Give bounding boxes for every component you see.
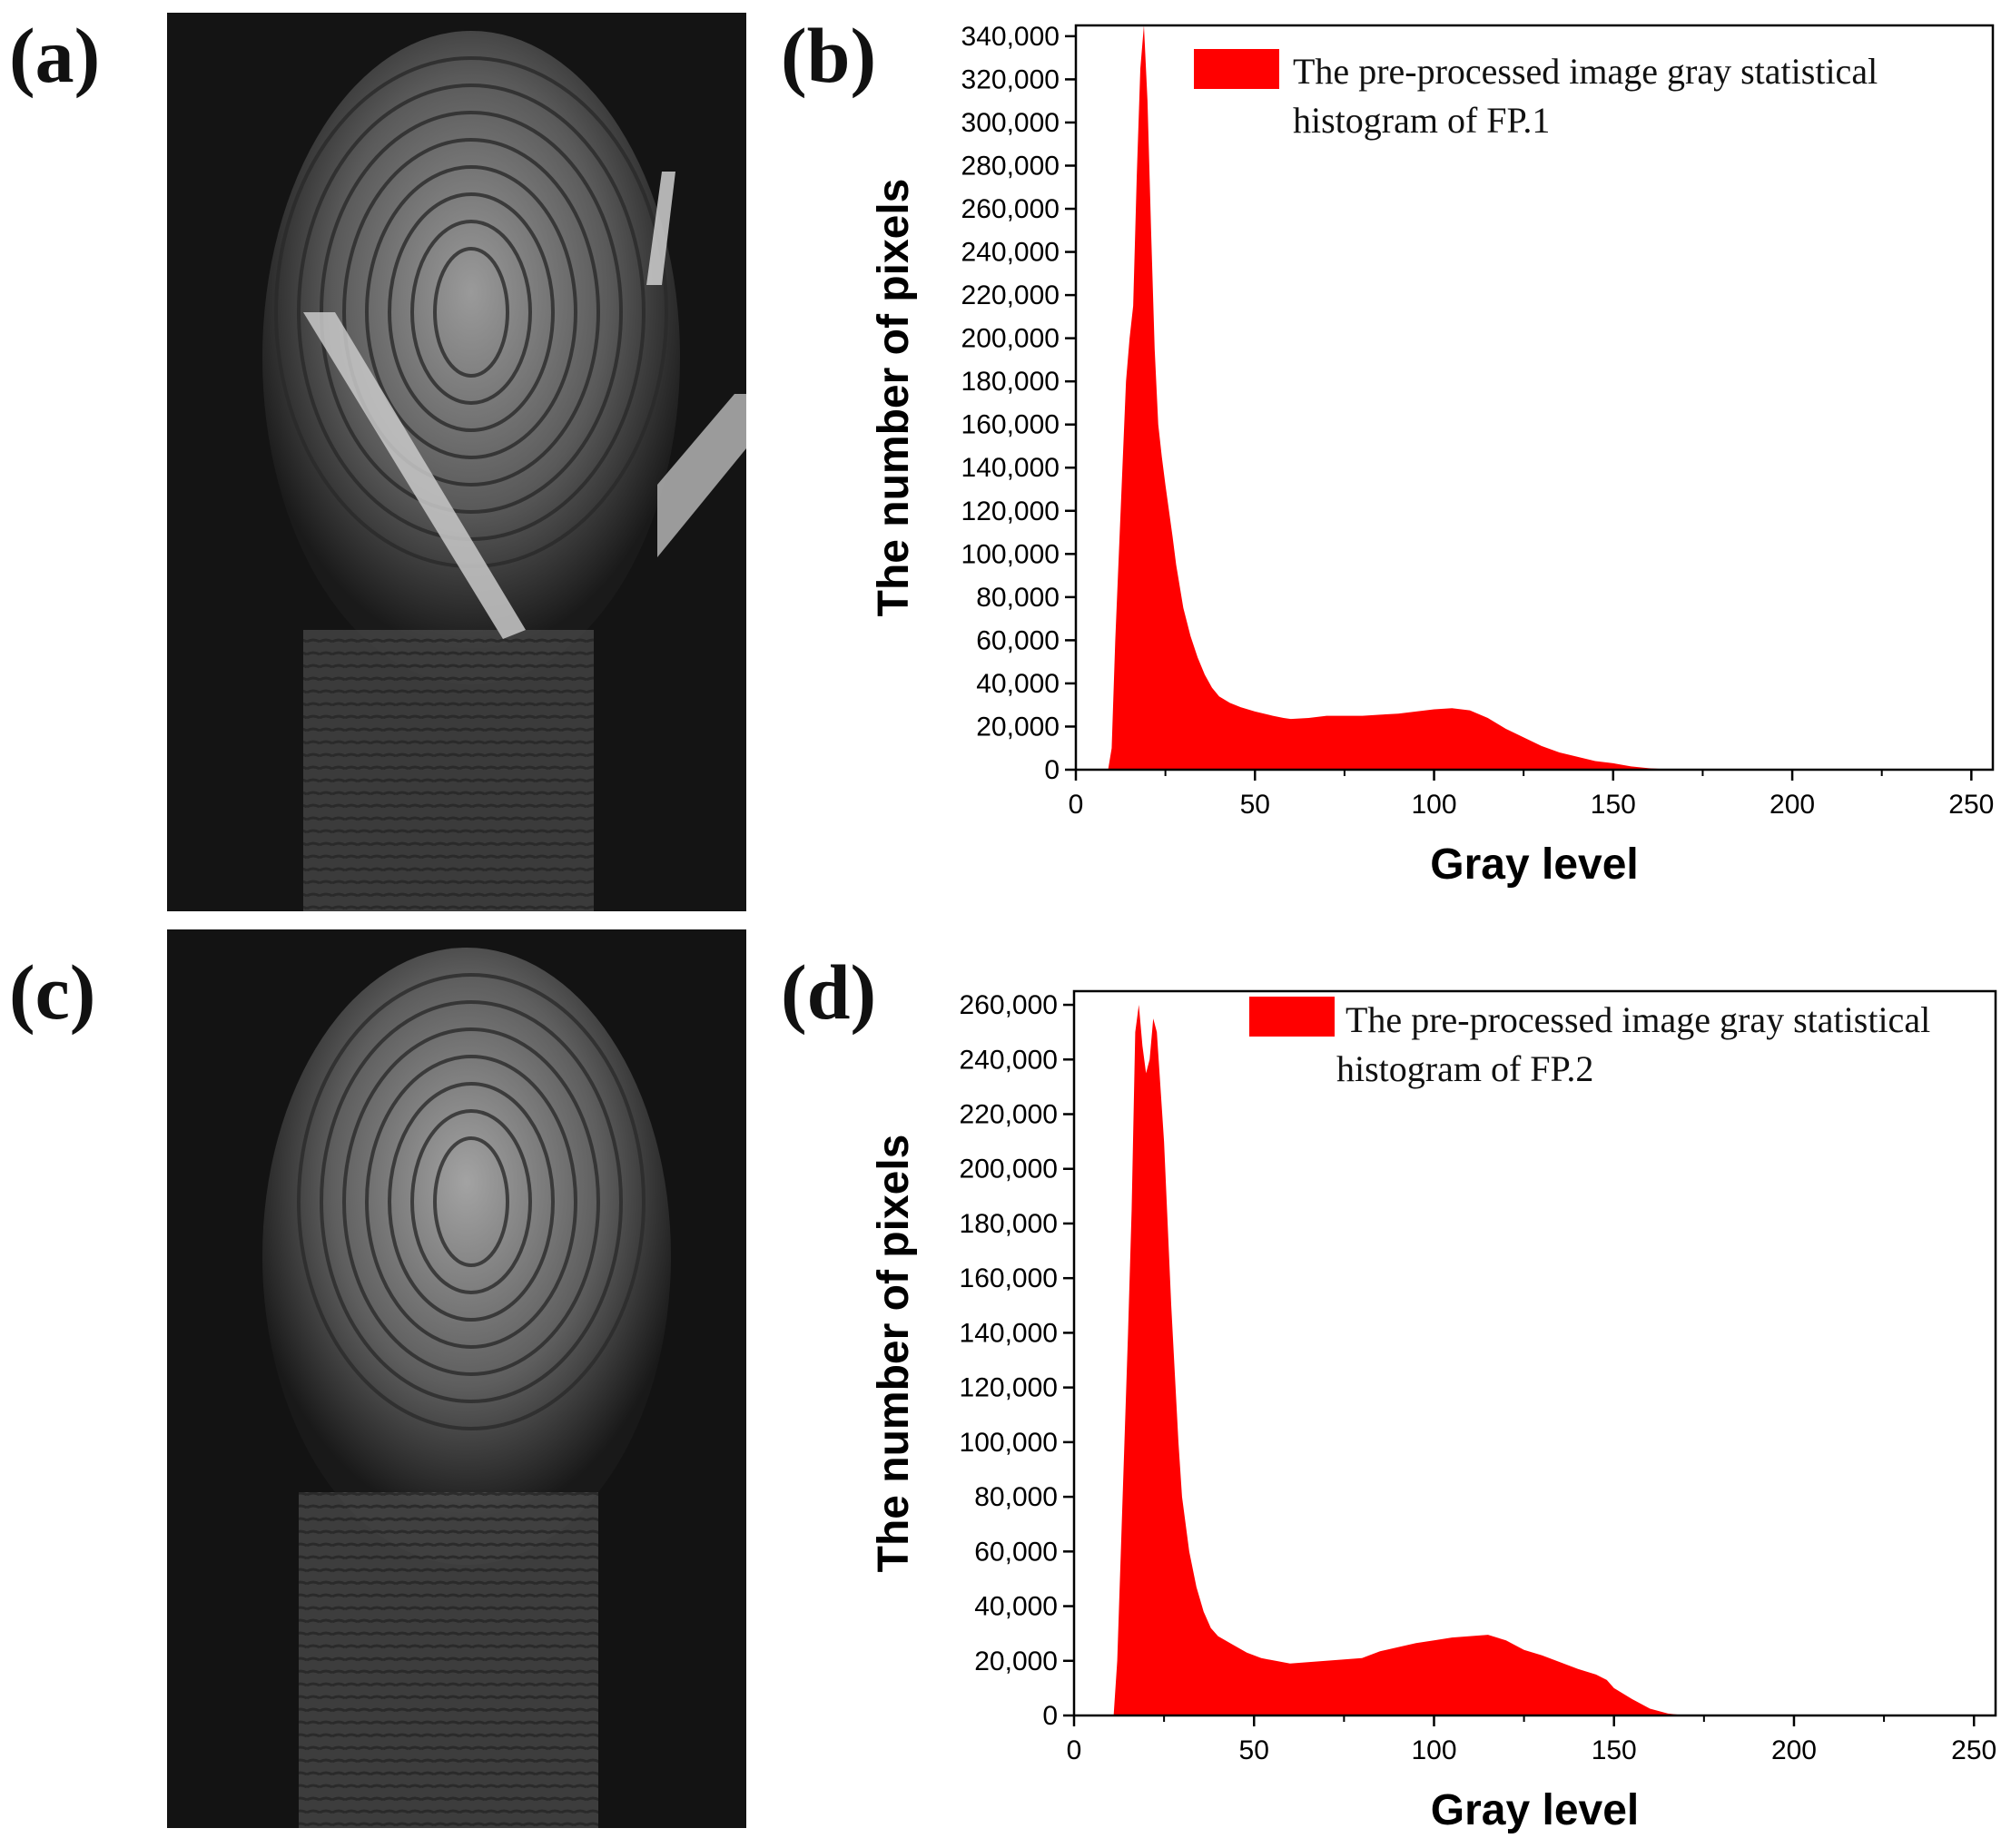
y-tick-label: 20,000: [976, 712, 1060, 742]
x-tick-label: 100: [1411, 1735, 1456, 1765]
legend-swatch: [1194, 49, 1279, 89]
y-tick-label: 120,000: [961, 496, 1060, 526]
y-tick-label: 140,000: [960, 1318, 1058, 1348]
y-tick-label: 320,000: [961, 64, 1060, 94]
x-tick-label: 250: [1951, 1735, 1996, 1765]
histogram-bars: [1074, 1005, 1996, 1715]
legend: The pre-processed image gray statistical…: [1194, 49, 1878, 141]
y-tick-label: 240,000: [960, 1045, 1058, 1075]
y-tick-label: 300,000: [961, 108, 1060, 138]
x-tick-label: 50: [1240, 790, 1270, 820]
y-tick-label: 60,000: [974, 1537, 1058, 1567]
axes: [1072, 989, 1997, 1717]
y-tick-label: 40,000: [976, 669, 1060, 699]
x-tick-label: 150: [1592, 1735, 1637, 1765]
axes: [1074, 24, 1995, 772]
y-tick-label: 180,000: [961, 367, 1060, 397]
y-tick-label: 180,000: [960, 1209, 1058, 1239]
y-tick-label: 160,000: [960, 1263, 1058, 1293]
y-tick-label: 0: [1044, 755, 1060, 785]
legend-text-line-1: The pre-processed image gray statistical: [1346, 999, 1930, 1040]
y-tick-label: 160,000: [961, 410, 1060, 440]
x-tick-label: 0: [1069, 790, 1084, 820]
y-tick-label: 240,000: [961, 238, 1060, 268]
x-axis-title: Gray level: [1431, 1786, 1640, 1834]
x-tick-label: 200: [1769, 790, 1815, 820]
y-tick-label: 340,000: [961, 22, 1060, 52]
legend-text-line-1: The pre-processed image gray statistical: [1293, 51, 1878, 92]
histogram-svg-fp1: 0 50 100 150 200 250 0 20,000 40,000 60,000 80,000…: [870, 22, 1995, 889]
x-tick-label: 150: [1591, 790, 1636, 820]
y-axis-title: The number of pixels: [870, 1135, 918, 1573]
ticks: 0 50 100 150 200 250 0 20,000 40,000 60,000 80,000…: [961, 22, 1995, 820]
x-tick-label: 100: [1412, 790, 1457, 820]
y-tick-label: 120,000: [960, 1373, 1058, 1403]
x-tick-label: 0: [1067, 1735, 1082, 1765]
legend: The pre-processed image gray statistical…: [1249, 997, 1930, 1089]
y-tick-label: 60,000: [976, 625, 1060, 655]
axes-frame: [1072, 989, 1997, 1717]
y-tick-label: 220,000: [960, 1100, 1058, 1130]
panel-label-c: (c): [9, 949, 96, 1036]
x-tick-label: 200: [1771, 1735, 1817, 1765]
y-tick-label: 220,000: [961, 280, 1060, 310]
y-tick-label: 100,000: [961, 539, 1060, 569]
y-tick-label: 260,000: [961, 194, 1060, 224]
y-tick-label: 140,000: [961, 453, 1060, 483]
histogram-chart-fp2: 0 50 100 150 200 250 0 20,000 40,000 60,000 80,000…: [781, 962, 2011, 1848]
panel-label-d: (d): [781, 949, 877, 1036]
y-tick-label: 80,000: [974, 1482, 1058, 1512]
y-axis-title: The number of pixels: [870, 179, 918, 617]
histogram-bars: [1076, 25, 1993, 770]
panel-label-a: (a): [9, 12, 101, 99]
axes-frame: [1074, 24, 1995, 772]
histogram-svg-fp2: 0 50 100 150 200 250 0 20,000 40,000 60,000 80,000…: [870, 989, 1997, 1834]
histogram-chart-fp1: 0 50 100 150 200 250 0 20,000 40,000 60,000 80,000…: [781, 18, 2011, 926]
y-tick-label: 100,000: [960, 1428, 1058, 1458]
legend-text-line-2: histogram of FP.1: [1293, 100, 1550, 141]
y-tick-label: 80,000: [976, 583, 1060, 613]
y-tick-label: 200,000: [960, 1155, 1058, 1184]
legend-text-line-2: histogram of FP.2: [1336, 1048, 1593, 1089]
panel-label-b: (b): [781, 12, 877, 99]
plot-area: [1076, 25, 1993, 770]
y-tick-label: 200,000: [961, 324, 1060, 354]
y-tick-label: 20,000: [974, 1646, 1058, 1676]
y-tick-label: 40,000: [974, 1592, 1058, 1622]
x-tick-label: 250: [1948, 790, 1994, 820]
legend-swatch: [1249, 997, 1335, 1037]
fingerprint-photo-fp2: [167, 929, 746, 1828]
ticks: 0 50 100 150 200 250 0 20,000 40,000 60,000 80,000…: [960, 990, 1997, 1765]
plot-area: [1074, 1005, 1996, 1715]
y-tick-label: 280,000: [961, 151, 1060, 181]
x-axis-title: Gray level: [1430, 840, 1639, 889]
y-tick-label: 260,000: [960, 990, 1058, 1020]
fingerprint-photo-fp1: [167, 13, 746, 911]
x-tick-label: 50: [1239, 1735, 1269, 1765]
y-tick-label: 0: [1042, 1701, 1058, 1731]
